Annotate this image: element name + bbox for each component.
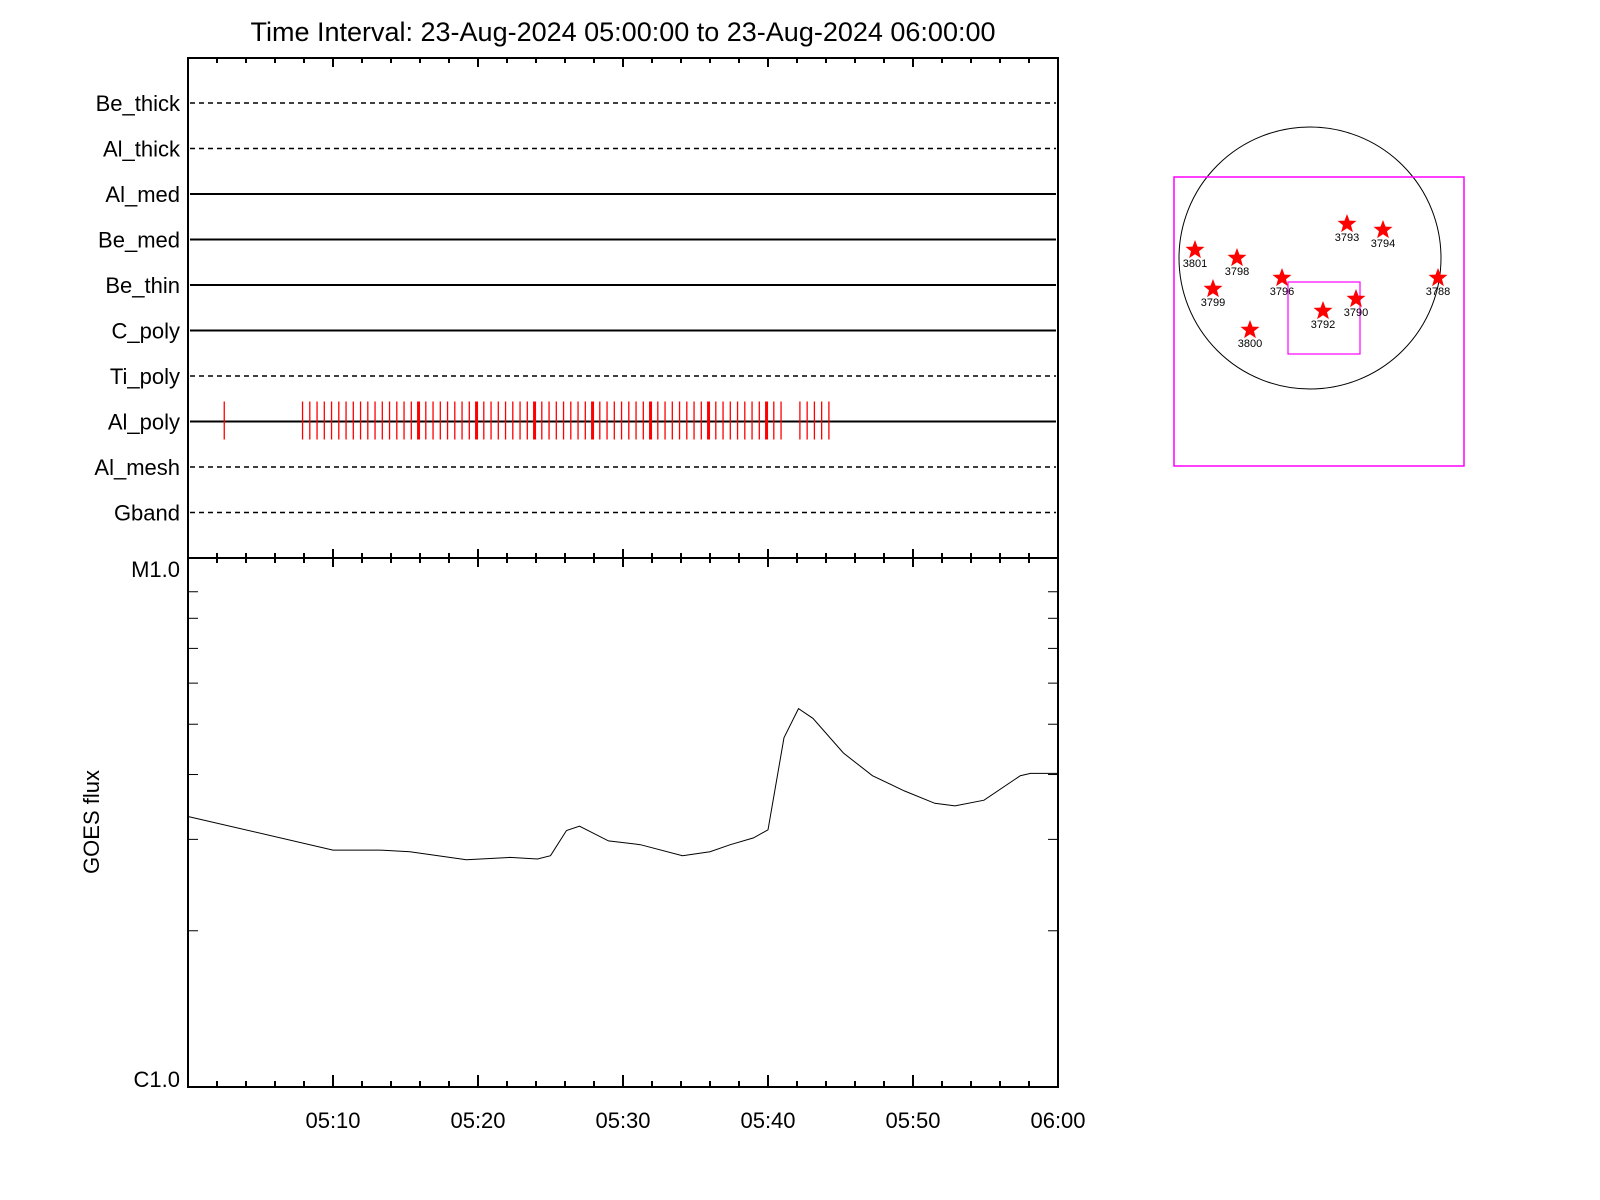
region-label: 3799 [1201,297,1225,309]
region-star-icon [1272,268,1292,287]
x-tick-label: 05:20 [450,1108,505,1133]
channel-label: Be_med [98,228,180,253]
ytick-label-m1: M1.0 [131,557,180,582]
panel-frame [187,557,1059,1088]
channel-label: Al_thick [103,137,181,162]
x-tick-label: 05:40 [740,1108,795,1133]
channel-label: Al_poly [108,410,180,435]
target-box [1287,281,1361,355]
y-axis-label: GOES flux [79,770,104,874]
region-star-icon [1227,248,1247,267]
solar-disk [1178,126,1442,390]
region-label: 3800 [1238,338,1262,350]
x-tick-label: 06:00 [1030,1108,1085,1133]
region-label: 3793 [1335,232,1359,244]
region-star-icon [1313,301,1333,320]
region-star-icon [1337,214,1357,233]
channel-label: Ti_poly [110,364,180,389]
region-star-icon [1203,279,1223,298]
x-tick-label: 05:50 [885,1108,940,1133]
ytick-label-c1: C1.0 [134,1067,180,1092]
x-tick-labels: 05:10 05:20 05:30 05:40 05:50 06:00 [305,1108,1085,1133]
channel-label: Al_mesh [94,455,180,480]
x-tick-label: 05:10 [305,1108,360,1133]
region-label: 3794 [1371,238,1395,250]
channel-label: Gband [114,501,180,526]
channel-label: Al_med [105,182,180,207]
region-label: 3801 [1183,258,1207,270]
region-label: 3792 [1311,319,1335,331]
region-star-icon [1346,289,1366,308]
region-star-icon [1185,240,1205,259]
panel-frame [187,57,1059,559]
goes-panel [187,549,1059,1088]
channel-label: C_poly [112,319,180,344]
sun-map: 3793 3794 3801 3798 3788 3796 3799 3790 3792 3800 [1173,126,1465,467]
goes-flux-line [187,707,1058,861]
region-label: 3798 [1225,266,1249,278]
region-label: 3796 [1270,286,1294,298]
chart-title: Time Interval: 23-Aug-2024 05:00:00 to 2… [250,17,995,47]
channel-panel: Be_thick Al_thick Al_med Be_med Be_thin C_pol… [94,57,1059,559]
region-star-icon [1240,320,1260,339]
field-of-view-box [1173,176,1465,467]
x-tick-label: 05:30 [595,1108,650,1133]
region-star-icon [1428,268,1448,287]
region-label: 3788 [1426,286,1450,298]
region-label: 3790 [1344,307,1368,319]
channel-label: Be_thin [105,273,180,298]
channel-label: Be_thick [96,91,181,116]
region-star-icon [1373,220,1393,239]
